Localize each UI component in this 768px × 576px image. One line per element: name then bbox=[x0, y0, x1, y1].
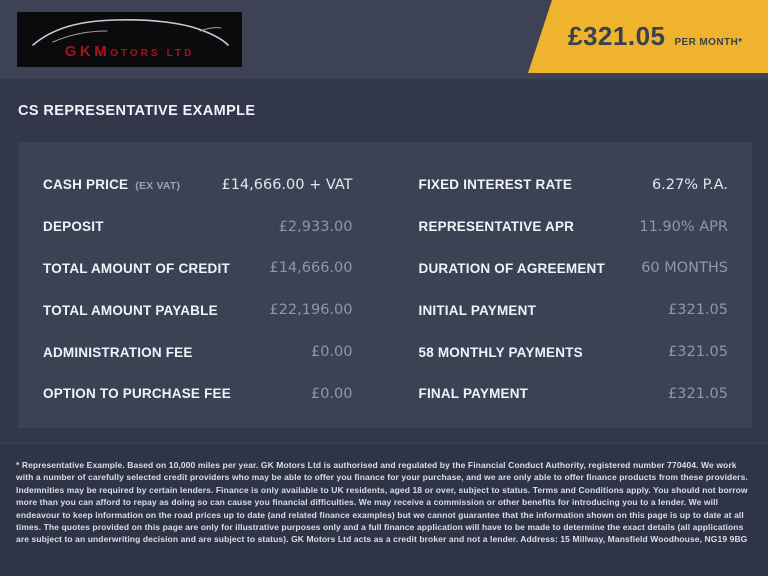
finance-row: 58 MONTHLY PAYMENTS £321.05 bbox=[419, 331, 729, 373]
finance-value: £321.05 bbox=[668, 302, 728, 319]
finance-label-text: FIXED INTEREST RATE bbox=[418, 177, 573, 193]
finance-label-text: DEPOSIT bbox=[43, 219, 104, 235]
finance-label-text: TOTAL AMOUNT OF CREDIT bbox=[43, 260, 230, 276]
finance-label-text: DURATION OF AGREEMENT bbox=[418, 260, 605, 276]
page-title: CS REPRESENTATIVE EXAMPLE bbox=[18, 102, 256, 119]
finance-label: ADMINISTRATION FEE bbox=[43, 345, 193, 360]
finance-row: ADMINISTRATION FEE £0.00 bbox=[43, 331, 353, 373]
finance-label-text: 58 MONTHLY PAYMENTS bbox=[418, 344, 583, 360]
finance-label: CASH PRICE (EX VAT) bbox=[43, 177, 180, 192]
logo-text-prefix: GKM bbox=[64, 43, 111, 60]
finance-value: 6.27% P.A. bbox=[651, 176, 728, 193]
finance-label-text: FINAL PAYMENT bbox=[418, 386, 529, 402]
top-bar: GKMOTORS LTD £321.05 PER MONTH* bbox=[0, 0, 768, 79]
finance-row: REPRESENTATIVE APR 11.90% APR bbox=[419, 206, 729, 248]
finance-row: FINAL PAYMENT £321.05 bbox=[419, 373, 729, 415]
finance-label: OPTION TO PURCHASE FEE bbox=[43, 386, 231, 401]
finance-label: FINAL PAYMENT bbox=[419, 386, 529, 401]
finance-value: £321.05 bbox=[668, 344, 728, 361]
finance-value: 60 MONTHS bbox=[641, 260, 728, 277]
finance-label-note: (EX VAT) bbox=[135, 180, 181, 193]
car-silhouette-icon bbox=[32, 19, 229, 46]
finance-row: TOTAL AMOUNT OF CREDIT £14,666.00 bbox=[43, 248, 353, 290]
finance-value: £2,933.00 bbox=[278, 218, 353, 235]
price-banner: £321.05 PER MONTH* bbox=[528, 0, 768, 73]
finance-label: INITIAL PAYMENT bbox=[419, 303, 537, 318]
finance-row: INITIAL PAYMENT £321.05 bbox=[419, 289, 729, 331]
finance-value: £14,666.00 + VAT bbox=[221, 176, 353, 193]
logo-text-mid: OTORS bbox=[110, 48, 161, 59]
finance-label: DEPOSIT bbox=[43, 219, 104, 234]
finance-value: 11.90% APR bbox=[639, 218, 728, 235]
title-bar: CS REPRESENTATIVE EXAMPLE bbox=[0, 79, 768, 142]
logo-text: GKMOTORS LTD bbox=[17, 43, 242, 61]
finance-label-text: CASH PRICE bbox=[43, 177, 129, 193]
finance-column-left: CASH PRICE (EX VAT) £14,666.00 + VAT DEPO… bbox=[43, 164, 353, 428]
finance-row: FIXED INTEREST RATE 6.27% P.A. bbox=[419, 164, 729, 206]
finance-row: DURATION OF AGREEMENT 60 MONTHS bbox=[419, 248, 729, 290]
finance-panel: CASH PRICE (EX VAT) £14,666.00 + VAT DEPO… bbox=[18, 142, 752, 428]
finance-label: TOTAL AMOUNT OF CREDIT bbox=[43, 261, 230, 276]
finance-row: TOTAL AMOUNT PAYABLE £22,196.00 bbox=[43, 289, 353, 331]
finance-value: £0.00 bbox=[310, 385, 353, 402]
main-content: CS REPRESENTATIVE EXAMPLE CASH PRICE (EX … bbox=[0, 79, 768, 443]
logo-text-suffix: LTD bbox=[166, 48, 195, 59]
dealer-logo[interactable]: GKMOTORS LTD bbox=[17, 12, 242, 67]
finance-value: £0.00 bbox=[310, 344, 353, 361]
disclaimer-text: * Representative Example. Based on 10,00… bbox=[16, 460, 748, 545]
finance-label: REPRESENTATIVE APR bbox=[419, 219, 575, 234]
finance-row: OPTION TO PURCHASE FEE £0.00 bbox=[43, 373, 353, 415]
finance-label-text: ADMINISTRATION FEE bbox=[43, 344, 193, 360]
finance-label: 58 MONTHLY PAYMENTS bbox=[419, 345, 583, 360]
finance-label: DURATION OF AGREEMENT bbox=[419, 261, 605, 276]
monthly-price: £321.05 bbox=[568, 21, 666, 51]
disclaimer-footer: * Representative Example. Based on 10,00… bbox=[0, 443, 768, 576]
finance-label: TOTAL AMOUNT PAYABLE bbox=[43, 303, 218, 318]
finance-value: £14,666.00 bbox=[269, 260, 353, 277]
finance-column-right: FIXED INTEREST RATE 6.27% P.A. REPRESENT… bbox=[419, 164, 729, 428]
finance-label: FIXED INTEREST RATE bbox=[419, 177, 573, 192]
finance-value: £321.05 bbox=[668, 385, 728, 402]
finance-value: £22,196.00 bbox=[269, 302, 353, 319]
finance-row: DEPOSIT £2,933.00 bbox=[43, 206, 353, 248]
finance-label-text: INITIAL PAYMENT bbox=[418, 302, 537, 318]
per-month-label: PER MONTH* bbox=[674, 36, 743, 48]
finance-label-text: TOTAL AMOUNT PAYABLE bbox=[43, 302, 218, 318]
finance-label-text: REPRESENTATIVE APR bbox=[418, 219, 575, 235]
finance-row: CASH PRICE (EX VAT) £14,666.00 + VAT bbox=[43, 164, 353, 206]
finance-label-text: OPTION TO PURCHASE FEE bbox=[43, 386, 231, 402]
